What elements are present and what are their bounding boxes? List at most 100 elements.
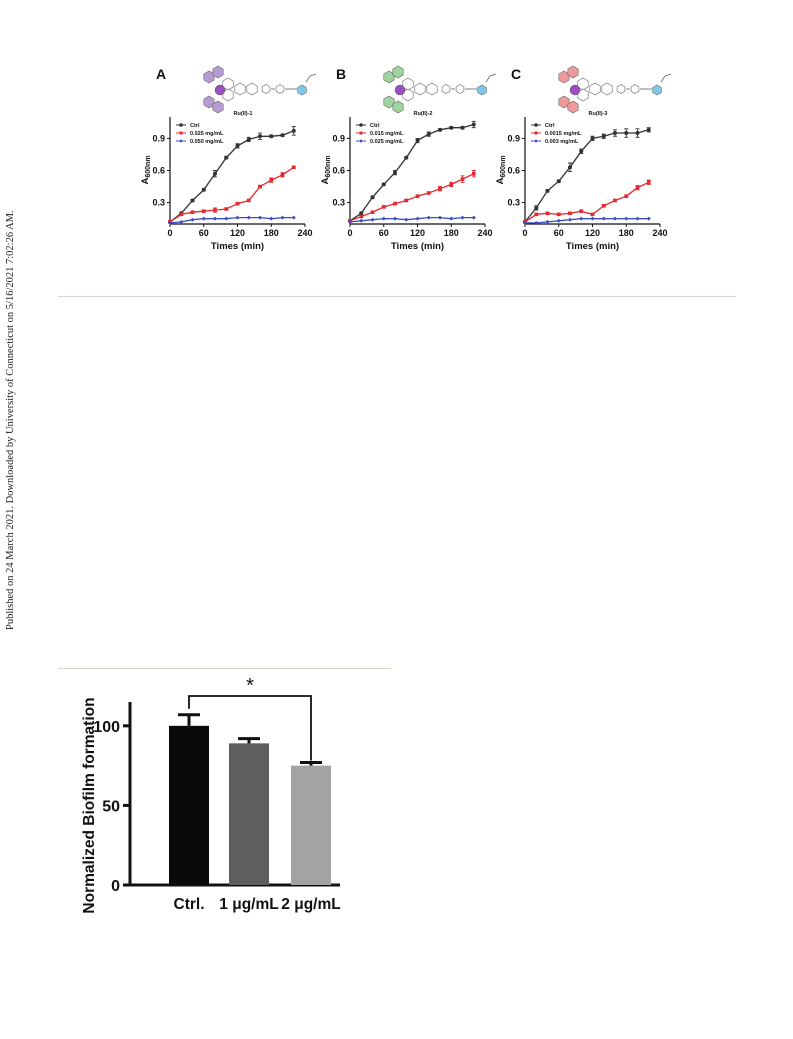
- data-point: [545, 219, 550, 224]
- series-0: [168, 126, 296, 224]
- data-point: [613, 198, 617, 203]
- series-2: [348, 215, 476, 224]
- data-point: [624, 216, 629, 221]
- y-axis-label: A600nm: [495, 155, 507, 184]
- data-point: [646, 180, 651, 185]
- data-point: [359, 214, 364, 219]
- data-point: [556, 218, 561, 223]
- ligand-ring: [275, 84, 285, 94]
- data-point: [556, 179, 561, 184]
- ruthenium-center: [569, 84, 581, 96]
- legend-marker: [179, 139, 183, 143]
- data-point: [224, 155, 229, 160]
- series-line: [525, 218, 649, 224]
- data-point: [393, 170, 397, 175]
- x-tick-label: 0: [347, 228, 352, 238]
- legend-marker: [534, 139, 538, 143]
- growth-curve-panel-c: C Ru(II)-3 0 60 120 180 240 0.3 0.6 0.9 Times (min…: [495, 65, 672, 252]
- data-point: [635, 185, 640, 190]
- ligand-ring: [297, 84, 307, 96]
- ligand-ring: [558, 95, 570, 109]
- legend-label: 0.0015 mg/mL: [545, 131, 582, 137]
- data-point: [534, 212, 539, 217]
- molecule-structure-icon: [558, 65, 672, 114]
- data-point: [168, 220, 172, 225]
- ligand-ring: [414, 82, 426, 96]
- y-tick-label: 50: [102, 798, 120, 815]
- data-point: [438, 186, 442, 191]
- series-line: [169, 166, 295, 223]
- series-0: [348, 120, 476, 223]
- y-axis-label: A600nm: [140, 155, 152, 184]
- data-point: [449, 216, 454, 221]
- ligand-ring: [567, 65, 579, 79]
- series-line: [349, 123, 474, 222]
- ligand-ring: [383, 95, 395, 109]
- x-tick-label: 60: [554, 228, 564, 238]
- ligand-ring: [392, 100, 404, 114]
- data-point: [291, 165, 296, 170]
- data-point: [624, 194, 629, 198]
- y-tick-label: 100: [93, 719, 120, 736]
- data-point: [381, 205, 386, 209]
- data-point: [258, 215, 262, 220]
- compound-label: Ru(II)-2: [414, 111, 433, 117]
- y-axis-label-main: A: [495, 178, 506, 185]
- data-point: [460, 177, 465, 181]
- data-point: [590, 136, 595, 141]
- category-label: 2 μg/mL: [281, 896, 340, 913]
- y-tick-label: 0.3: [507, 198, 520, 208]
- data-point: [579, 149, 584, 154]
- series-1: [348, 170, 476, 223]
- ligand-ring: [392, 65, 404, 79]
- x-axis-label: Times (min): [211, 241, 264, 252]
- data-point: [534, 220, 539, 225]
- data-point: [568, 165, 572, 170]
- bar-1: [229, 743, 269, 885]
- ligand-ring: [589, 82, 601, 96]
- data-point: [393, 216, 397, 221]
- data-point: [280, 215, 285, 220]
- x-tick-label: 120: [585, 228, 600, 238]
- ligand-ring: [630, 84, 640, 94]
- data-point: [534, 205, 539, 210]
- bar-0: [169, 725, 209, 885]
- data-point: [601, 134, 606, 139]
- data-point: [523, 220, 527, 225]
- y-tick-label: 0.9: [332, 133, 345, 143]
- data-point: [471, 171, 476, 176]
- bond-lines: [451, 73, 497, 90]
- data-point: [568, 211, 572, 216]
- data-point: [213, 171, 217, 176]
- ligand-ring: [212, 100, 224, 114]
- legend-marker: [179, 131, 183, 135]
- data-point: [556, 212, 561, 217]
- legend-marker: [534, 123, 538, 127]
- y-tick-label: 0.6: [332, 166, 345, 176]
- data-point: [415, 216, 420, 221]
- category-label: 1 μg/mL: [219, 896, 278, 913]
- legend-label: 0.015 mg/mL: [370, 131, 404, 137]
- x-tick-label: 120: [410, 228, 425, 238]
- significance-bracket: [188, 695, 312, 761]
- data-point: [635, 131, 640, 136]
- x-tick-label: 0: [522, 228, 527, 238]
- data-point: [438, 215, 442, 220]
- data-point: [613, 131, 617, 136]
- data-point: [460, 125, 465, 130]
- data-point: [224, 216, 229, 221]
- y-axis-label: A600nm: [320, 155, 332, 184]
- legend-label: 0.003 mg/mL: [545, 139, 579, 145]
- published-note: Published on 24 March 2021. Downloaded b…: [5, 210, 16, 630]
- legend-label: Ctrl: [370, 123, 380, 129]
- data-point: [235, 201, 240, 206]
- ligand-ring: [234, 82, 246, 96]
- error-bar: [178, 713, 200, 726]
- data-point: [601, 216, 606, 221]
- x-tick-label: 180: [619, 228, 634, 238]
- data-point: [201, 209, 206, 213]
- x-axis-label: Times (min): [566, 241, 619, 252]
- data-point: [460, 215, 465, 220]
- x-axis-label: Times (min): [391, 241, 444, 252]
- data-point: [213, 216, 217, 221]
